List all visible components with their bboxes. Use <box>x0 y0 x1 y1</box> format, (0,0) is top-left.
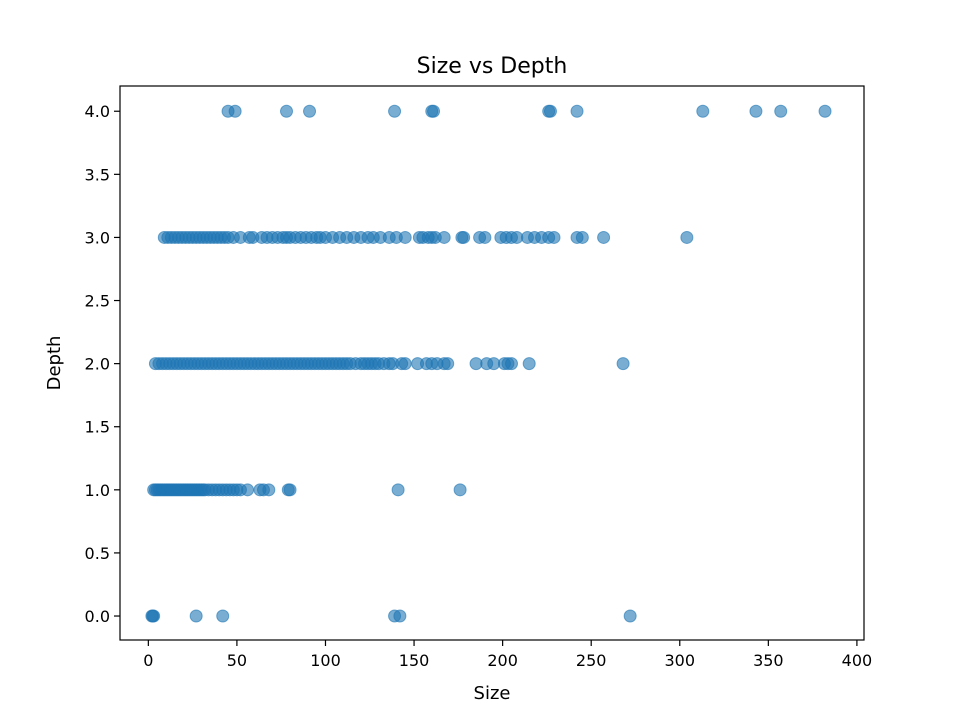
data-point <box>216 609 230 623</box>
data-point <box>504 357 518 371</box>
x-tick-label: 0 <box>143 651 153 670</box>
data-point <box>543 104 557 118</box>
data-point <box>478 230 492 244</box>
x-tick-label: 350 <box>753 651 784 670</box>
y-tick-label: 3.5 <box>85 165 110 184</box>
points-layer <box>145 104 832 623</box>
data-point <box>696 104 710 118</box>
plot-frame <box>119 85 865 641</box>
x-axis: 0 50 100 150 200 250 300 350 400 <box>143 640 872 670</box>
data-point <box>547 230 561 244</box>
data-point <box>774 104 788 118</box>
x-tick-label: 150 <box>399 651 430 670</box>
data-point <box>427 104 441 118</box>
x-tick-label: 200 <box>487 651 518 670</box>
x-tick-label: 50 <box>227 651 247 670</box>
data-point <box>391 483 405 497</box>
data-point <box>616 357 630 371</box>
data-point <box>623 609 637 623</box>
x-tick-label: 400 <box>842 651 873 670</box>
data-point <box>228 104 242 118</box>
data-point <box>283 483 297 497</box>
x-tick-label: 250 <box>576 651 607 670</box>
data-point <box>453 483 467 497</box>
data-point <box>398 230 412 244</box>
data-point <box>303 104 317 118</box>
data-point <box>189 609 203 623</box>
y-tick-label: 4.0 <box>85 102 110 121</box>
data-point <box>522 357 536 371</box>
y-tick-label: 0.5 <box>85 544 110 563</box>
y-tick-label: 0.0 <box>85 607 110 626</box>
y-tick-label: 1.0 <box>85 481 110 500</box>
y-axis-label: Depth <box>44 336 65 391</box>
data-point <box>441 357 455 371</box>
y-tick-label: 2.5 <box>85 292 110 311</box>
data-point <box>457 230 471 244</box>
data-point <box>262 483 276 497</box>
y-tick-label: 1.5 <box>85 418 110 437</box>
y-tick-label: 2.0 <box>85 355 110 374</box>
y-tick-label: 3.0 <box>85 228 110 247</box>
data-point <box>388 104 402 118</box>
data-point <box>597 230 611 244</box>
data-point <box>818 104 832 118</box>
y-axis: 0.0 0.5 1.0 1.5 2.0 2.5 3.0 3.5 4.0 <box>85 102 120 626</box>
chart-title: Size vs Depth <box>417 54 568 79</box>
data-point <box>398 357 412 371</box>
data-point <box>749 104 763 118</box>
data-point <box>680 230 694 244</box>
data-point <box>575 230 589 244</box>
data-point <box>280 104 294 118</box>
data-point <box>570 104 584 118</box>
data-point <box>393 609 407 623</box>
x-axis-label: Size <box>474 683 511 704</box>
data-point <box>437 230 451 244</box>
x-tick-label: 300 <box>664 651 695 670</box>
x-tick-label: 100 <box>310 651 341 670</box>
data-point <box>146 609 160 623</box>
data-point <box>241 483 255 497</box>
